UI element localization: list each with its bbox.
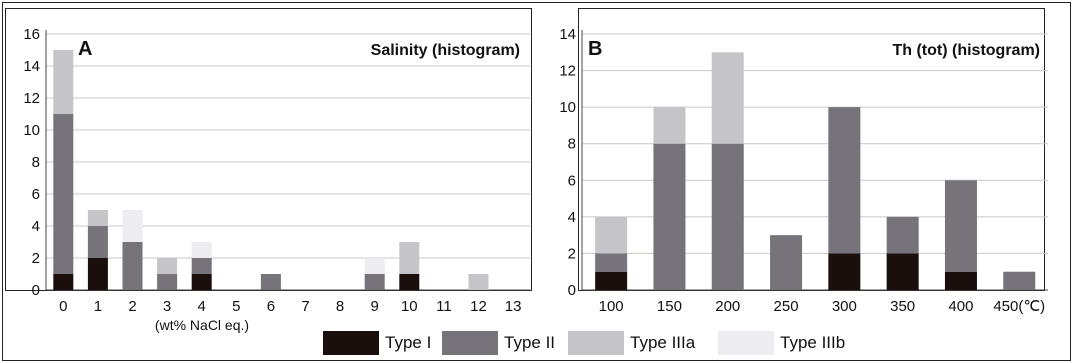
x-tick-label: 5 <box>232 298 240 315</box>
y-tick-label: 4 <box>568 209 576 226</box>
y-tick-label: 6 <box>32 186 40 203</box>
bar-type-ii-6 <box>260 274 281 290</box>
bar-type-ii-350 <box>886 216 919 254</box>
bar-type-ii-1 <box>87 226 108 258</box>
bar-type-iiia-0 <box>53 50 74 114</box>
y-tick-label: 12 <box>23 90 40 107</box>
bar-type-i-4 <box>191 274 212 290</box>
legend-item-type-iiib: Type IIIb <box>718 328 845 358</box>
bar-type-ii-0 <box>53 114 74 274</box>
panel-label: B <box>588 38 602 60</box>
y-tick-label: 6 <box>568 172 576 189</box>
panel-label: A <box>78 38 92 60</box>
legend-item-type-ii: Type II <box>442 328 555 358</box>
x-tick-label: 13 <box>505 298 522 315</box>
x-axis-label: (wt% NaCl eq.) <box>155 317 249 333</box>
legend-item-type-i: Type I <box>323 328 431 358</box>
legend-label-type-ii: Type II <box>504 333 556 352</box>
x-tick-label: 7 <box>301 298 309 315</box>
x-tick-label: 400 <box>948 298 973 315</box>
y-tick-label: 14 <box>559 26 576 43</box>
bar-type-i-0 <box>53 274 74 290</box>
legend-label-type-iiib: Type IIIb <box>780 333 846 352</box>
bar-type-ii-4 <box>191 258 212 274</box>
bar-type-ii-3 <box>157 274 178 290</box>
x-tick-label: 1 <box>94 298 102 315</box>
bar-type-i-350 <box>886 253 919 290</box>
y-tick-label: 8 <box>568 136 576 153</box>
chart-title: Th (tot) (histogram) <box>892 42 1040 59</box>
bar-type-iiib-2 <box>122 210 143 242</box>
x-tick-label: 150 <box>657 298 682 315</box>
bar-type-ii-400 <box>944 180 977 272</box>
y-tick-label: 0 <box>568 282 576 299</box>
bar-type-i-1 <box>87 258 108 290</box>
legend-item-type-iiia: Type IIIa <box>568 328 695 358</box>
legend-label-type-i: Type I <box>385 333 432 352</box>
bar-type-iiia-150 <box>653 107 686 144</box>
x-tick-label: 2 <box>128 298 136 315</box>
bar-type-i-300 <box>828 253 861 290</box>
y-tick-label: 12 <box>559 63 576 80</box>
bar-type-ii-250 <box>770 235 803 290</box>
bar-type-ii-300 <box>828 107 861 254</box>
x-tick-label: 11 <box>436 298 452 315</box>
y-tick-label: 0 <box>32 282 40 299</box>
x-tick-label: 12 <box>470 298 487 315</box>
bar-type-iiia-100 <box>595 216 628 254</box>
y-tick-label: 2 <box>568 245 576 262</box>
bar-type-ii-150 <box>653 143 686 290</box>
y-tick-label: 14 <box>23 58 40 75</box>
y-tick-label: 10 <box>23 122 40 139</box>
legend-swatch-type-i <box>323 331 379 355</box>
y-tick-label: 2 <box>32 250 40 267</box>
bar-type-iiib-4 <box>191 242 212 258</box>
legend-swatch-type-iiia <box>568 331 624 355</box>
x-tick-label: 3 <box>163 298 171 315</box>
bar-type-ii-9 <box>364 274 385 290</box>
bar-type-iiia-200 <box>711 52 744 144</box>
bar-type-ii-2 <box>122 242 143 290</box>
x-tick-label: 350 <box>890 298 915 315</box>
x-tick-label: 200 <box>715 298 740 315</box>
y-tick-label: 16 <box>23 26 40 43</box>
legend-label-type-iiia: Type IIIa <box>630 333 696 352</box>
bar-type-iiib-9 <box>364 258 385 274</box>
chart-title: Salinity (histogram) <box>371 42 520 59</box>
legend: Type I Type II Type IIIa Type IIIb <box>0 328 1073 358</box>
x-tick-label: 4 <box>198 298 206 315</box>
bar-type-i-10 <box>399 274 420 290</box>
bar-type-ii-450 <box>1003 271 1036 290</box>
legend-swatch-type-ii <box>442 331 498 355</box>
bar-type-iiia-3 <box>157 258 178 274</box>
x-tick-label: 0 <box>59 298 67 315</box>
y-tick-label: 8 <box>32 154 40 171</box>
bar-type-iiia-1 <box>87 210 108 226</box>
bar-type-ii-100 <box>595 253 628 272</box>
bar-type-iiia-10 <box>399 242 420 274</box>
bar-type-i-400 <box>944 271 977 290</box>
chart-panel-b: 0 2 4 6 8 10 12 14 100 150 200 250 300 350 400 450(℃) B T… <box>559 8 1048 315</box>
x-tick-label: 10 <box>401 298 418 315</box>
legend-swatch-type-iiib <box>718 331 774 355</box>
bar-type-ii-200 <box>711 143 744 290</box>
x-tick-label: 300 <box>832 298 857 315</box>
bar-type-iiia-12 <box>468 274 489 290</box>
x-tick-label: 6 <box>267 298 275 315</box>
bar-type-i-100 <box>595 271 628 290</box>
y-tick-label: 10 <box>559 99 576 116</box>
x-tick-label: 9 <box>371 298 379 315</box>
x-tick-label: 250 <box>774 298 799 315</box>
x-tick-label: 450(℃) <box>993 298 1045 315</box>
x-tick-label: 8 <box>336 298 344 315</box>
y-tick-label: 4 <box>32 218 40 235</box>
x-tick-label: 100 <box>599 298 624 315</box>
